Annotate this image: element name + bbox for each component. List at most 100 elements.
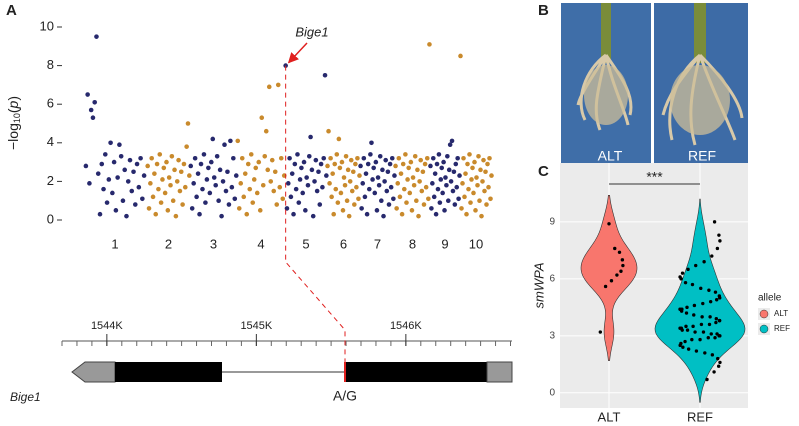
snp-point: [136, 184, 142, 190]
snp-point: [200, 186, 205, 192]
data-point: [692, 313, 696, 317]
snp-point: [364, 211, 370, 217]
snp-point: [416, 213, 421, 219]
data-point: [710, 353, 715, 357]
snp-point: [149, 155, 155, 161]
data-point: [683, 339, 687, 344]
violin: [580, 194, 638, 361]
snp-point: [278, 155, 284, 161]
snp-point: [438, 177, 444, 182]
snp-point: [387, 161, 393, 167]
snp-point: [239, 155, 245, 161]
snp-point: [250, 200, 256, 205]
snp-point: [422, 161, 428, 167]
snp-point: [474, 175, 479, 180]
snp-point: [470, 165, 475, 171]
snp-point: [405, 177, 410, 182]
y-tick-label: 10: [40, 18, 54, 33]
snp-point: [325, 163, 330, 169]
snp-point: [158, 200, 164, 205]
snp-point: [401, 186, 407, 192]
data-point: [685, 328, 690, 332]
data-point: [709, 332, 713, 336]
snp-point: [134, 161, 140, 167]
photo-label: REF: [688, 148, 716, 164]
snp-point: [236, 206, 242, 211]
snp-point: [399, 211, 405, 217]
snp-point: [268, 179, 274, 184]
snp-point: [210, 136, 216, 142]
snp-point: [165, 208, 171, 213]
snp-point: [254, 190, 260, 196]
snp-point: [420, 169, 426, 175]
snp-point: [197, 211, 202, 217]
snp-point: [455, 155, 460, 161]
legend-title: allele: [758, 293, 782, 304]
snp-point: [430, 155, 436, 161]
snp-point: [409, 208, 415, 213]
snp-point: [377, 154, 383, 159]
data-point: [684, 324, 688, 329]
snp-point: [223, 188, 229, 194]
snp-point: [343, 154, 349, 159]
snp-point: [188, 163, 194, 169]
snp-point: [448, 179, 454, 184]
snp-point: [460, 181, 465, 186]
snp-point: [417, 179, 422, 184]
data-point: [690, 282, 695, 287]
snp-point: [403, 152, 408, 157]
snp-point: [348, 157, 354, 163]
snp-point: [344, 198, 350, 203]
snp-point: [146, 206, 152, 211]
snp-point: [195, 171, 201, 176]
snp-point: [138, 155, 143, 161]
y-tick-label: 0: [549, 387, 555, 398]
snp-point: [444, 182, 449, 188]
snp-point: [102, 152, 108, 157]
snp-point: [117, 142, 122, 148]
snp-point: [207, 190, 213, 196]
snp-point: [140, 196, 145, 202]
snp-point: [415, 167, 420, 173]
snp-point: [370, 177, 375, 182]
data-point: [680, 271, 685, 275]
snp-point: [97, 211, 103, 217]
snp-point: [373, 159, 379, 165]
data-point: [713, 336, 717, 340]
annotation: Bige1: [295, 24, 328, 39]
snp-point: [457, 173, 462, 178]
snp-point: [191, 181, 196, 186]
y-tick-label: 2: [47, 173, 54, 188]
snp-point: [427, 42, 432, 47]
stem: [694, 3, 706, 63]
snp-point: [361, 155, 367, 161]
snp-point: [106, 177, 112, 182]
snp-point: [400, 161, 406, 167]
data-point: [613, 246, 617, 251]
snp-point: [454, 184, 460, 190]
snp-point: [198, 161, 204, 167]
snp-point: [458, 53, 463, 59]
y-tick-label: 8: [47, 57, 54, 72]
snp-point: [329, 194, 334, 200]
snp-point: [129, 188, 135, 194]
snp-point: [340, 208, 346, 213]
utr: [486, 361, 513, 383]
snp-point: [232, 196, 238, 202]
snp-point: [83, 163, 89, 169]
snp-point: [320, 184, 325, 190]
data-point: [718, 296, 722, 300]
snp-point: [122, 167, 128, 173]
data-point: [702, 260, 706, 264]
snp-point: [440, 190, 445, 196]
snp-point: [185, 121, 191, 126]
snp-point: [445, 154, 450, 159]
snp-point: [428, 163, 433, 169]
snp-point: [356, 196, 361, 202]
snp-point: [162, 190, 168, 196]
data-point: [683, 280, 688, 285]
snp-point: [462, 194, 467, 200]
exon: [345, 362, 487, 382]
snp-point: [214, 154, 220, 159]
snp-point: [291, 211, 296, 217]
